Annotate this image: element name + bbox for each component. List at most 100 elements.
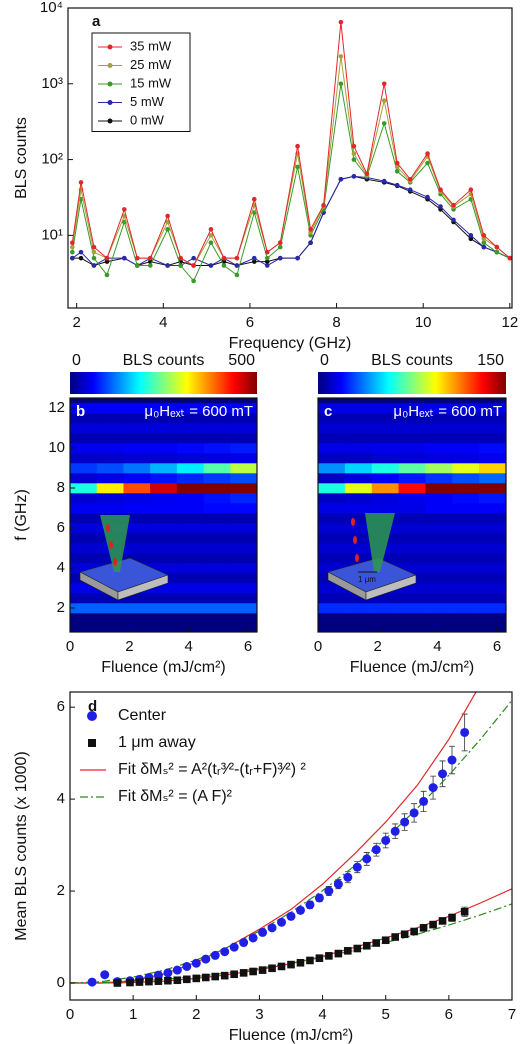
heatmap-cell — [318, 403, 346, 414]
x-axis-title: Fluence (mJ/cm²) — [229, 1027, 353, 1044]
heatmap-cell — [452, 413, 480, 424]
legend-label: 0 mW — [130, 112, 165, 127]
heatmap-cell — [318, 513, 346, 524]
data-point — [104, 255, 110, 261]
heatmap-cell — [123, 553, 151, 564]
heatmap-cell — [344, 513, 373, 524]
legend-label: 35 mW — [130, 38, 172, 53]
heatmap-cell — [150, 483, 178, 494]
heatmap-cell — [425, 583, 453, 594]
data-point — [306, 956, 314, 965]
heatmap-cell — [371, 473, 399, 484]
heatmap-cell — [425, 433, 453, 444]
heatmap-cell — [371, 603, 399, 614]
data-point — [324, 886, 334, 896]
heatmap-cell — [398, 443, 426, 454]
heatmap-cell — [176, 503, 204, 514]
heatmap-cell — [398, 583, 426, 594]
heatmap-cell — [123, 423, 151, 434]
heatmap-cell — [479, 483, 506, 494]
heatmap-cell — [203, 413, 231, 424]
heatmap-cell — [230, 543, 257, 554]
heatmap-cell — [318, 603, 346, 614]
heatmap-cell — [425, 463, 453, 474]
heatmap-cell — [203, 603, 231, 614]
heatmap-cell — [318, 413, 346, 424]
heatmap-cell — [203, 543, 231, 554]
data-point — [460, 727, 470, 737]
data-point — [295, 905, 305, 915]
heatmap-cell — [452, 423, 480, 434]
heatmap-cell — [96, 463, 124, 474]
data-point — [178, 263, 183, 268]
x-tick-label: 2 — [125, 638, 133, 655]
data-point — [390, 826, 400, 836]
data-point — [325, 952, 333, 960]
heatmap-cell — [176, 453, 204, 464]
heatmap-cell — [70, 483, 98, 494]
x-tick-label: 2 — [72, 314, 80, 331]
heatmap-cell — [479, 423, 506, 434]
data-point — [267, 923, 277, 933]
heatmap-cell — [123, 443, 151, 454]
heatmap-cell — [230, 593, 257, 604]
heatmap-cell — [318, 593, 346, 604]
heatmap-cell — [479, 573, 506, 584]
data-point — [277, 240, 283, 245]
heatmap-cell — [452, 453, 480, 464]
data-point — [258, 966, 267, 974]
heatmap-cell — [425, 453, 453, 464]
heatmap-cell — [479, 523, 506, 534]
y-axis-title: f (GHz) — [13, 489, 30, 541]
heatmap-cell — [96, 443, 124, 454]
legend-label: Fit δMₛ² = A²(tᵣ³⁄²-(tᵣ+F)³⁄²) ² — [118, 761, 307, 778]
heatmap-cell — [70, 443, 98, 454]
heatmap-cell — [344, 483, 373, 494]
heatmap-cell — [203, 503, 231, 514]
heatmap-cell — [150, 453, 178, 464]
legend-marker — [107, 63, 113, 68]
legend-label: Fit δMₛ² = (A F)² — [118, 788, 233, 805]
data-point — [251, 196, 257, 202]
heatmap-cell — [203, 573, 231, 584]
heatmap-cell — [123, 513, 151, 524]
heatmap-cell — [123, 483, 151, 494]
data-point — [419, 796, 429, 806]
heatmap-cell — [70, 563, 98, 574]
heatmap-cell — [398, 533, 426, 544]
heatmap-cell — [452, 543, 480, 554]
data-point — [296, 958, 305, 967]
data-point — [220, 971, 229, 980]
data-point — [372, 939, 381, 947]
heatmap-cell — [150, 553, 178, 564]
data-point — [230, 970, 238, 979]
heatmap-cell — [70, 403, 98, 414]
data-point — [87, 977, 97, 987]
heatmap-cell — [70, 413, 98, 424]
colorbar — [70, 372, 257, 394]
heatmap-cell — [176, 563, 204, 574]
heatmap-cell — [318, 523, 346, 534]
heatmap-cell — [318, 433, 346, 444]
heatmap-cell — [230, 433, 257, 444]
data-point — [381, 178, 387, 184]
data-point — [381, 936, 390, 945]
colorbar-label: BLS counts — [371, 352, 453, 369]
data-point — [305, 900, 315, 910]
heatmap-cell — [344, 463, 373, 474]
heatmap-cell — [96, 473, 124, 484]
y-tick-label: 12 — [48, 399, 65, 416]
heatmap-cell — [479, 463, 506, 474]
heatmap-cell — [176, 433, 204, 444]
heatmap-cell — [398, 603, 426, 614]
data-point — [481, 240, 487, 245]
y-tick-label: 2 — [57, 882, 65, 899]
data-point — [277, 244, 283, 250]
data-point — [295, 143, 300, 149]
heatmap-cell — [230, 523, 257, 534]
heatmap-cell — [70, 473, 98, 484]
heatmap-cell — [96, 453, 124, 464]
heatmap-cell — [425, 513, 453, 524]
heatmap-cell — [176, 603, 204, 614]
heatmap-cell — [344, 533, 373, 544]
